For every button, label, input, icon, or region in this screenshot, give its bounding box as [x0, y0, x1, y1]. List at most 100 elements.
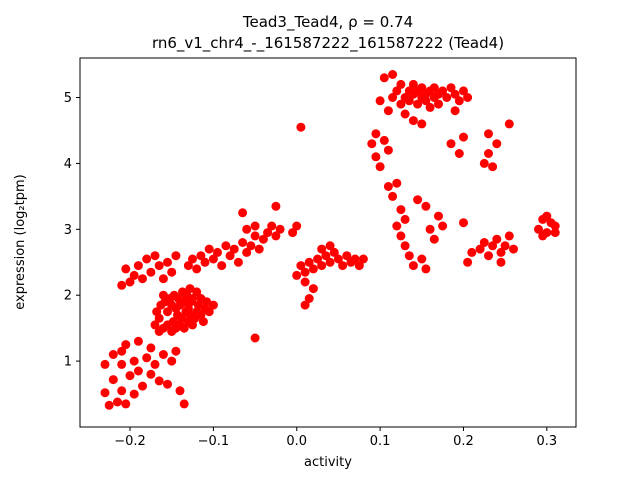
- scatter-point: [371, 152, 381, 162]
- scatter-point: [150, 251, 160, 261]
- scatter-point: [417, 83, 427, 93]
- scatter-point: [108, 375, 118, 385]
- scatter-point: [250, 231, 260, 241]
- scatter-point: [208, 254, 218, 264]
- scatter-point: [142, 254, 152, 264]
- scatter-point: [321, 251, 331, 261]
- scatter-point: [308, 264, 318, 274]
- scatter-point: [367, 139, 377, 149]
- scatter-point: [333, 254, 343, 264]
- scatter-point: [325, 241, 335, 251]
- y-tick-label: 4: [64, 157, 72, 172]
- scatter-point: [167, 356, 177, 366]
- scatter-point: [250, 221, 260, 231]
- scatter-point: [413, 195, 423, 205]
- scatter-point: [242, 224, 252, 234]
- scatter-point: [225, 251, 235, 261]
- scatter-point: [117, 346, 127, 356]
- scatter-point: [213, 247, 222, 257]
- scatter-point: [534, 224, 543, 234]
- scatter-point: [442, 93, 452, 102]
- scatter-point: [129, 389, 139, 399]
- scatter-point: [167, 267, 177, 277]
- scatter-point: [438, 221, 448, 231]
- scatter-point: [179, 323, 189, 333]
- scatter-point: [202, 297, 212, 307]
- scatter-point: [254, 244, 264, 254]
- scatter-point: [192, 287, 202, 297]
- scatter-point: [117, 386, 127, 396]
- scatter-point: [467, 247, 477, 257]
- scatter-point: [383, 182, 393, 191]
- scatter-point: [204, 244, 214, 254]
- scatter-point: [404, 251, 414, 261]
- scatter-point: [121, 340, 131, 350]
- scatter-point: [146, 369, 156, 379]
- scatter-point: [208, 300, 218, 310]
- scatter-point: [459, 132, 468, 142]
- scatter-point: [152, 307, 162, 317]
- scatter-point: [375, 96, 385, 106]
- scatter-point: [163, 307, 172, 317]
- scatter-point: [421, 264, 431, 274]
- scatter-point: [388, 191, 398, 201]
- scatter-point: [396, 99, 406, 109]
- scatter-point: [100, 388, 110, 398]
- scatter-point: [496, 257, 506, 267]
- scatter-point: [221, 241, 231, 251]
- scatter-point: [408, 116, 418, 126]
- scatter-point: [229, 244, 239, 254]
- scatter-point: [138, 381, 147, 391]
- scatter-point: [146, 267, 156, 277]
- scatter-point: [121, 399, 131, 409]
- scatter-point: [113, 397, 122, 407]
- scatter-point: [413, 99, 423, 109]
- scatter-point: [454, 96, 464, 106]
- scatter-point: [156, 300, 166, 310]
- scatter-point: [463, 257, 473, 267]
- scatter-point: [317, 261, 327, 271]
- scatter-point: [117, 359, 127, 369]
- scatter-point: [158, 290, 168, 300]
- x-tick-label: −0.2: [114, 434, 146, 449]
- scatter-point: [304, 257, 314, 267]
- scatter-point: [158, 274, 168, 284]
- scatter-point: [459, 218, 468, 228]
- scatter-point: [163, 257, 172, 267]
- scatter-point: [371, 129, 381, 139]
- chart-title: Tead3_Tead4, ρ = 0.74: [242, 13, 413, 32]
- scatter-point: [250, 333, 260, 343]
- x-tick-label: 0.3: [536, 434, 557, 449]
- scatter-point: [171, 346, 181, 356]
- y-axis-label: expression (log₂tpm): [13, 174, 28, 309]
- scatter-point: [308, 284, 318, 294]
- scatter-point: [404, 96, 414, 106]
- scatter-point: [275, 224, 285, 234]
- scatter-point: [338, 261, 348, 271]
- scatter-point: [488, 241, 498, 251]
- scatter-point: [217, 261, 227, 271]
- scatter-point: [379, 135, 389, 145]
- scatter-point: [158, 350, 168, 359]
- scatter-point: [175, 386, 185, 396]
- x-tick-label: 0.0: [286, 434, 307, 449]
- scatter-point: [183, 261, 193, 271]
- scatter-points: [100, 70, 560, 410]
- scatter-point: [173, 294, 183, 303]
- scatter-point: [238, 238, 248, 247]
- scatter-point: [484, 149, 493, 158]
- scatter-point: [150, 320, 160, 330]
- scatter-point: [392, 178, 402, 188]
- scatter-point: [133, 261, 143, 271]
- scatter-point: [313, 254, 323, 264]
- x-tick-label: 0.1: [370, 434, 391, 449]
- scatter-point: [292, 221, 302, 231]
- scatter-point: [383, 106, 393, 116]
- scatter-point: [200, 257, 210, 267]
- scatter-point: [488, 162, 498, 172]
- scatter-point: [177, 313, 187, 323]
- scatter-point: [108, 350, 118, 359]
- scatter-point: [142, 353, 152, 363]
- scatter-point: [504, 119, 514, 129]
- x-axis-ticks: −0.2 −0.1 0.0 0.1 0.2 0.3: [114, 427, 557, 449]
